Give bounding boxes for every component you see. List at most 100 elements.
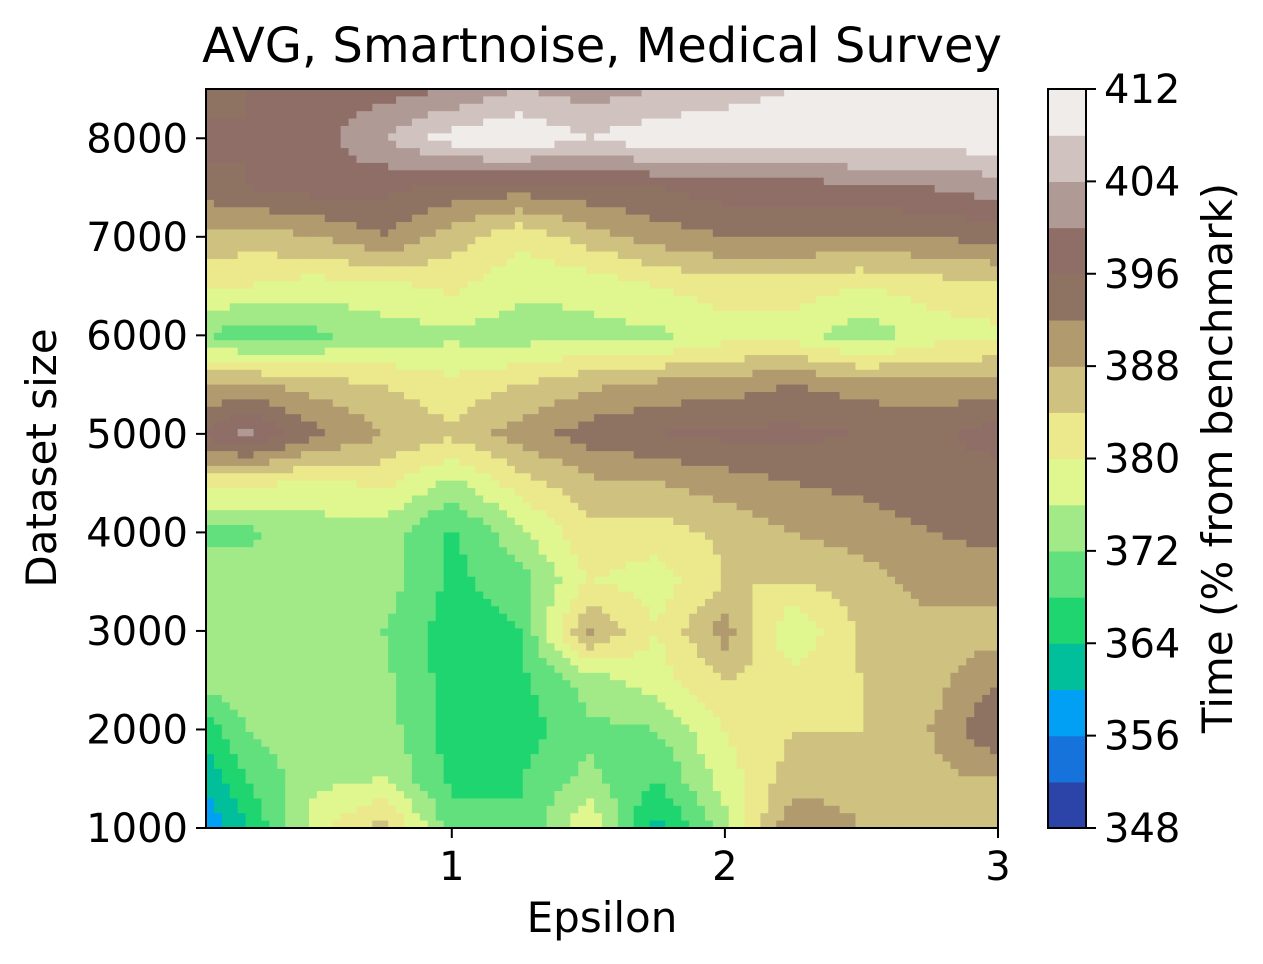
heat-cell xyxy=(570,125,579,134)
heat-cell xyxy=(744,133,754,142)
heat-cell xyxy=(823,421,833,430)
heat-cell xyxy=(673,140,682,149)
heat-cell xyxy=(657,140,666,149)
heat-cell xyxy=(649,443,659,452)
heat-cell xyxy=(807,340,817,349)
heat-cell xyxy=(491,111,500,120)
heat-cell xyxy=(570,170,579,179)
heat-cell xyxy=(554,273,563,282)
heat-cell xyxy=(974,369,983,378)
heat-cell xyxy=(807,428,817,437)
heat-cell xyxy=(372,421,381,430)
heat-cell xyxy=(697,443,706,452)
heat-cell xyxy=(269,236,278,245)
heat-cell xyxy=(261,414,270,423)
heat-cell xyxy=(221,288,231,297)
heat-cell xyxy=(308,443,318,452)
heat-cell xyxy=(237,229,247,238)
heat-cell xyxy=(435,207,445,216)
heat-cell xyxy=(887,436,896,445)
heat-cell xyxy=(269,199,278,208)
heat-cell xyxy=(776,406,785,415)
heat-cell xyxy=(649,347,659,356)
heat-cell xyxy=(736,89,746,97)
heat-cell xyxy=(768,281,777,290)
heat-cell xyxy=(744,421,754,430)
heat-cell xyxy=(491,89,500,97)
heat-cell xyxy=(206,340,215,349)
heat-cell xyxy=(617,207,627,216)
heat-cell xyxy=(364,332,373,341)
heat-cell xyxy=(712,155,722,164)
heat-cell xyxy=(348,207,358,216)
heat-cell xyxy=(918,199,928,208)
heat-cell xyxy=(269,451,278,460)
heat-cell xyxy=(752,155,761,164)
heat-cell xyxy=(665,177,674,186)
heat-cell xyxy=(475,273,484,282)
heat-cell xyxy=(293,214,302,223)
heat-cell xyxy=(760,177,769,186)
heat-cell xyxy=(657,310,666,319)
heat-cell xyxy=(411,391,421,400)
heat-cell xyxy=(506,399,516,408)
heat-cell xyxy=(855,89,864,97)
heat-cell xyxy=(768,303,777,312)
heat-cell xyxy=(324,436,334,445)
heat-cell xyxy=(681,325,690,334)
heat-cell xyxy=(958,303,967,312)
heat-cell xyxy=(522,140,532,149)
heat-cell xyxy=(665,347,674,356)
heat-cell xyxy=(253,133,263,142)
heat-cell xyxy=(855,377,864,386)
heat-cell xyxy=(411,140,421,149)
heat-cell xyxy=(348,436,358,445)
heat-cell xyxy=(958,347,967,356)
heat-cell xyxy=(950,391,959,400)
heat-cell xyxy=(475,244,484,253)
heat-cell xyxy=(744,140,754,149)
heat-cell xyxy=(427,148,437,157)
heat-cell xyxy=(990,177,999,186)
heat-cell xyxy=(261,103,270,112)
heat-cell xyxy=(396,125,405,134)
heat-cell xyxy=(578,391,587,400)
heat-cell xyxy=(546,340,556,349)
heat-cell xyxy=(990,281,999,290)
heat-cell xyxy=(419,199,429,208)
heat-cell xyxy=(665,185,674,194)
heat-cell xyxy=(823,273,833,282)
heat-cell xyxy=(831,384,841,393)
heat-cell xyxy=(800,185,809,194)
heat-cell xyxy=(958,111,967,120)
heat-cell xyxy=(950,295,959,304)
heat-cell xyxy=(435,199,445,208)
heat-cell xyxy=(277,185,286,194)
heat-cell xyxy=(554,318,563,327)
heat-cell xyxy=(815,148,825,157)
heat-cell xyxy=(530,362,540,371)
heat-cell xyxy=(982,332,991,341)
heat-cell xyxy=(340,451,350,460)
heat-cell xyxy=(831,288,841,297)
heat-cell xyxy=(800,162,809,171)
heat-cell xyxy=(213,266,223,275)
heat-cell xyxy=(800,318,809,327)
heat-cell xyxy=(720,347,730,356)
heat-cell xyxy=(792,451,801,460)
heat-cell xyxy=(776,125,785,134)
heat-cell xyxy=(728,170,738,179)
heat-cell xyxy=(633,347,643,356)
heat-cell xyxy=(831,103,841,112)
heat-cell xyxy=(514,273,524,282)
heat-cell xyxy=(902,118,912,127)
heat-cell xyxy=(673,377,682,386)
heat-cell xyxy=(411,162,421,171)
heat-cell xyxy=(934,236,944,245)
heat-cell xyxy=(649,222,659,231)
heat-cell xyxy=(792,111,801,120)
heat-cell xyxy=(609,155,619,164)
heat-cell xyxy=(221,355,231,364)
heat-cell xyxy=(435,303,445,312)
heat-cell xyxy=(871,111,880,120)
